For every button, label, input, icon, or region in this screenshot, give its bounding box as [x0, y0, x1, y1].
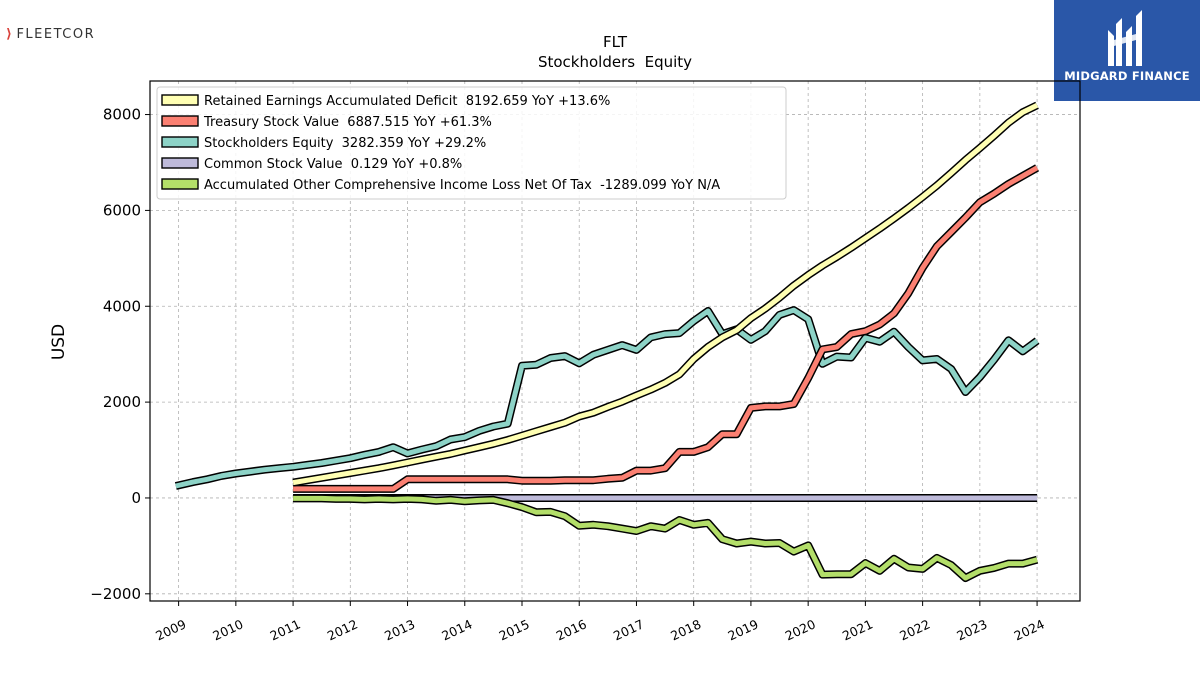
y-axis-label: USD [49, 324, 69, 360]
series-aoci [293, 494, 1039, 582]
fleetcor-logo-text: FLEETCOR [16, 27, 96, 42]
x-tick-label: 2017 [611, 616, 646, 643]
chart-subtitle: Stockholders Equity [538, 53, 692, 71]
midgard-logo-text: MIDGARD FINANCE [1064, 69, 1190, 83]
legend-item-stockholders-equity: Stockholders Equity 3282.359 YoY +29.2% [161, 136, 486, 151]
x-tick-label: 2010 [210, 616, 245, 643]
x-tick-label: 2020 [783, 616, 818, 643]
legend-label-stockholders-equity: Stockholders Equity 3282.359 YoY +29.2% [204, 136, 486, 151]
legend-label-common-stock: Common Stock Value 0.129 YoY +0.8% [204, 157, 462, 172]
midgard-finance-badge: MIDGARD FINANCE [1054, 0, 1200, 101]
fleetcor-chevron-icon: ⟩ [6, 27, 14, 42]
series-line-treasury-stock [293, 165, 1039, 492]
x-tick-label: 2018 [668, 616, 703, 643]
legend-swatch-common-stock [161, 157, 199, 169]
y-tick-label: 6000 [103, 201, 141, 219]
legend-item-common-stock: Common Stock Value 0.129 YoY +0.8% [161, 157, 462, 172]
legend-item-aoci: Accumulated Other Comprehensive Income L… [161, 178, 720, 193]
legend: Retained Earnings Accumulated Deficit 81… [156, 86, 787, 200]
legend-swatch-treasury-stock [161, 115, 199, 127]
series-retained-earnings [292, 101, 1039, 487]
series-line-aoci [293, 495, 1038, 581]
x-tick-label: 2016 [554, 616, 589, 643]
chart-title: FLT [603, 33, 628, 51]
series-line-retained-earnings [292, 103, 1039, 486]
y-tick-label: 4000 [103, 297, 141, 315]
plot-frame [149, 80, 1081, 602]
series-line-outline-treasury-stock [293, 164, 1040, 493]
y-tick-label: 8000 [103, 106, 141, 124]
series-line-outline-stockholders-equity [174, 306, 1040, 490]
series-layer [174, 101, 1040, 582]
x-tick-label: 2013 [382, 616, 417, 643]
y-tick-label: 0 [131, 489, 141, 507]
legend-swatch-stockholders-equity [161, 136, 199, 148]
x-tick-label: 2023 [954, 616, 989, 643]
x-tick-label: 2011 [268, 616, 303, 643]
legend-swatch-aoci [161, 178, 199, 190]
series-line-stockholders-equity [175, 307, 1039, 489]
legend-label-aoci: Accumulated Other Comprehensive Income L… [204, 178, 720, 193]
x-tick-label: 2014 [439, 616, 474, 643]
x-tick-label: 2019 [725, 616, 760, 643]
legend-swatch-retained-earnings [161, 94, 199, 106]
x-tick-label: 2012 [325, 616, 360, 643]
x-tick-label: 2022 [897, 616, 932, 643]
legend-box [156, 86, 787, 200]
y-tick-label: −2000 [90, 585, 141, 603]
legend-item-treasury-stock: Treasury Stock Value 6887.515 YoY +61.3% [161, 115, 492, 130]
x-tick-label: 2009 [153, 616, 188, 643]
legend-label-retained-earnings: Retained Earnings Accumulated Deficit 81… [204, 94, 610, 109]
x-tick-label: 2021 [840, 616, 875, 643]
series-treasury-stock [293, 164, 1040, 493]
x-tick-label: 2015 [497, 616, 532, 643]
legend-item-retained-earnings: Retained Earnings Accumulated Deficit 81… [161, 94, 610, 109]
legend-label-treasury-stock: Treasury Stock Value 6887.515 YoY +61.3% [203, 115, 492, 130]
midgard-logo-icon [1108, 10, 1142, 66]
x-tick-label: 2024 [1012, 616, 1047, 643]
fleetcor-logo: ⟩ FLEETCOR [6, 27, 95, 42]
series-stockholders-equity [174, 306, 1040, 490]
y-tick-label: 2000 [103, 393, 141, 411]
